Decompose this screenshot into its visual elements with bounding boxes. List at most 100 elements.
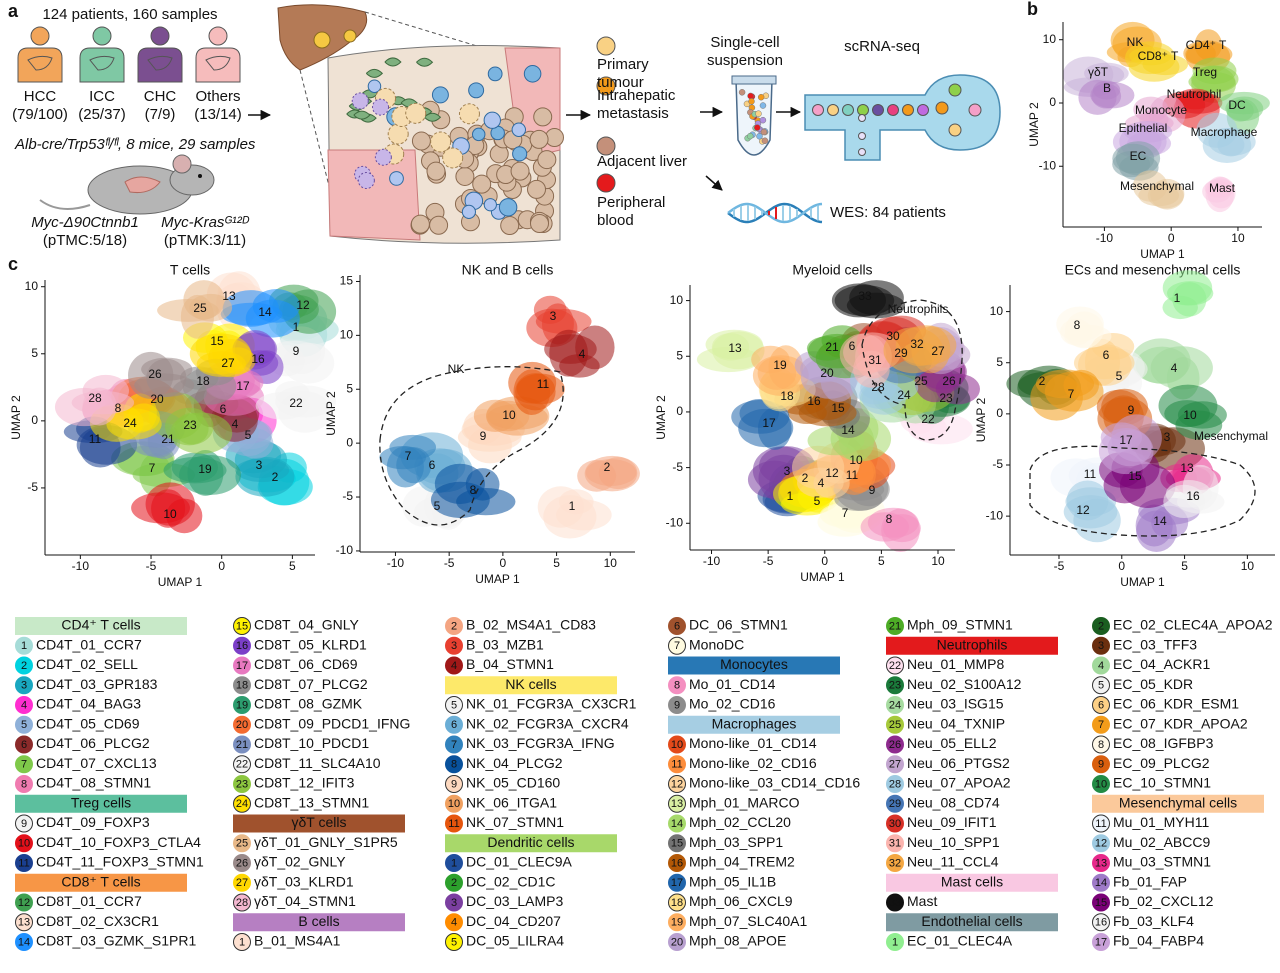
fiber (416, 57, 434, 67)
x-tick-label: -5 (444, 556, 455, 570)
cell-cloud (1147, 182, 1184, 209)
cell (760, 128, 768, 136)
cluster-number: 23 (183, 418, 197, 432)
immune-cell (461, 204, 476, 219)
cell-cloud (389, 434, 437, 460)
cluster-label: γδT (1088, 65, 1109, 79)
legend-label: Mph_03_SPP1 (689, 834, 783, 850)
plot-title: T cells (170, 262, 210, 278)
x-tick-label: 5 (1181, 559, 1188, 573)
legend-swatch (445, 814, 463, 833)
legend-number: 1 (451, 857, 457, 869)
legend-number: 3 (1098, 640, 1104, 652)
cell-cloud (797, 467, 844, 498)
legend-swatch (15, 715, 33, 734)
legend-number: 5 (451, 699, 457, 711)
legend-header-bg (15, 873, 187, 892)
cluster-number: 6 (1103, 348, 1110, 362)
legend-number: 19 (236, 699, 248, 711)
x-tick-label: 0 (821, 554, 828, 568)
sample-type: Primary tumour (597, 56, 649, 91)
annotation: Mesenchymal (1194, 429, 1268, 443)
legend-label: EC_01_CLEC4A (907, 933, 1013, 949)
legend-swatch (668, 636, 686, 655)
legend-number: 9 (674, 699, 680, 711)
legend-header: Endothelial cells (921, 913, 1022, 929)
cell-cloud (165, 407, 214, 446)
legend-swatch (668, 933, 686, 951)
cluster-number: 27 (221, 356, 235, 370)
cell (748, 98, 755, 105)
legend-number: 16 (236, 640, 248, 652)
cell-cloud (1063, 495, 1118, 529)
y-tick-label: 5 (31, 346, 38, 360)
x-tick-label: 10 (604, 556, 618, 570)
legend-swatch (233, 696, 251, 714)
legend-label: DC_03_LAMP3 (466, 893, 563, 909)
legend-label: CD4T_01_CCR7 (36, 636, 142, 652)
cluster-label: Monocyte (1135, 103, 1187, 117)
immune-cell (367, 79, 382, 93)
cluster-number: 10 (849, 453, 863, 467)
cell (738, 89, 746, 96)
hepatocyte (429, 215, 449, 235)
legend-swatch (1092, 636, 1110, 655)
tumour-cell (458, 103, 480, 125)
legend-label: CD4T_08_STMN1 (36, 775, 151, 791)
cluster-number: 18 (780, 389, 794, 403)
legend-label: Neu_01_MMP8 (907, 656, 1004, 672)
cluster-number: 19 (773, 358, 787, 372)
cluster-number: 4 (579, 347, 586, 361)
legend-swatch (1092, 676, 1110, 695)
cluster-number: 16 (807, 394, 821, 408)
legend-number: 1 (239, 936, 245, 948)
legend-number: 8 (451, 759, 457, 771)
cluster-number: 10 (1183, 408, 1197, 422)
legend-swatch (15, 893, 33, 912)
hepatocyte (537, 150, 557, 170)
legend-label: EC_08_IGFBP3 (1113, 735, 1214, 751)
cell-cloud (171, 452, 218, 483)
legend-swatch (1092, 873, 1110, 892)
legend-swatch (668, 794, 686, 813)
legend-number: 28 (889, 778, 901, 790)
legend-label: Mph_04_TREM2 (689, 854, 795, 870)
cell-cloud (1163, 484, 1206, 519)
legend-label: Mo_01_CD14 (689, 676, 776, 692)
bead (968, 103, 982, 117)
legend-number: 11 (18, 857, 29, 869)
legend-number: 15 (1095, 897, 1107, 909)
legend-number: 28 (236, 897, 248, 909)
legend-swatch (1092, 755, 1110, 774)
legend-swatch (1092, 696, 1110, 714)
cluster-number: 28 (871, 380, 885, 394)
person-body (17, 47, 63, 83)
legend-number: 13 (1095, 857, 1107, 869)
legend-header-bg (15, 794, 187, 813)
dna-strand (727, 202, 823, 224)
legend-label: CD8T_11_SLC4A10 (254, 755, 381, 771)
legend-number: 23 (236, 778, 248, 790)
myeloid-cell (357, 172, 375, 190)
legend-swatch (668, 755, 686, 774)
mouse (39, 154, 215, 215)
group-count: (25/37) (78, 106, 126, 123)
legend-label: CD4T_06_PLCG2 (36, 735, 150, 751)
cluster-number: 6 (429, 458, 436, 472)
cluster-number: 20 (150, 392, 164, 406)
x-tick-label: 0 (1168, 231, 1175, 245)
x-tick-label: 10 (931, 554, 945, 568)
legend-header: Mesenchymal cells (1119, 794, 1237, 810)
legend-label: B_02_MS4A1_CD83 (466, 617, 596, 633)
legend-swatch (1092, 735, 1110, 754)
legend-swatch (233, 617, 251, 635)
legend-number: 7 (21, 759, 27, 771)
legend-swatch (668, 676, 686, 695)
cluster-number: 25 (914, 374, 928, 388)
legend-swatch (445, 735, 463, 754)
cluster-number: 28 (88, 391, 102, 405)
y-tick-label: 5 (676, 348, 683, 362)
cell (755, 110, 762, 117)
legend-number: 14 (1095, 877, 1107, 889)
hepatocyte (500, 216, 520, 236)
